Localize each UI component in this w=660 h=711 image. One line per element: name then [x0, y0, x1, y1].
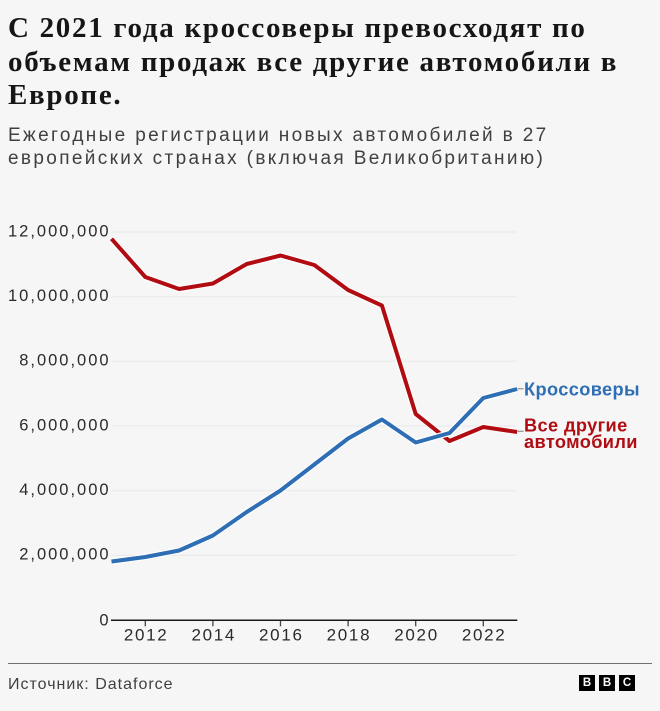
- svg-text:2016: 2016: [259, 626, 304, 645]
- svg-text:4,000,000: 4,000,000: [19, 481, 110, 499]
- svg-text:2014: 2014: [191, 626, 236, 645]
- svg-text:8,000,000: 8,000,000: [19, 352, 110, 370]
- svg-text:2,000,000: 2,000,000: [19, 546, 110, 564]
- svg-text:2018: 2018: [327, 626, 372, 645]
- svg-text:2012: 2012: [124, 626, 169, 645]
- svg-text:0: 0: [99, 612, 110, 630]
- svg-text:12,000,000: 12,000,000: [8, 222, 111, 240]
- svg-text:10,000,000: 10,000,000: [8, 287, 111, 305]
- svg-text:Кроссоверы: Кроссоверы: [524, 379, 640, 399]
- svg-text:2022: 2022: [462, 626, 507, 645]
- svg-text:автомобили: автомобили: [524, 432, 638, 452]
- svg-text:Все другие: Все другие: [524, 415, 628, 435]
- svg-text:2020: 2020: [394, 626, 439, 645]
- svg-text:6,000,000: 6,000,000: [19, 416, 110, 434]
